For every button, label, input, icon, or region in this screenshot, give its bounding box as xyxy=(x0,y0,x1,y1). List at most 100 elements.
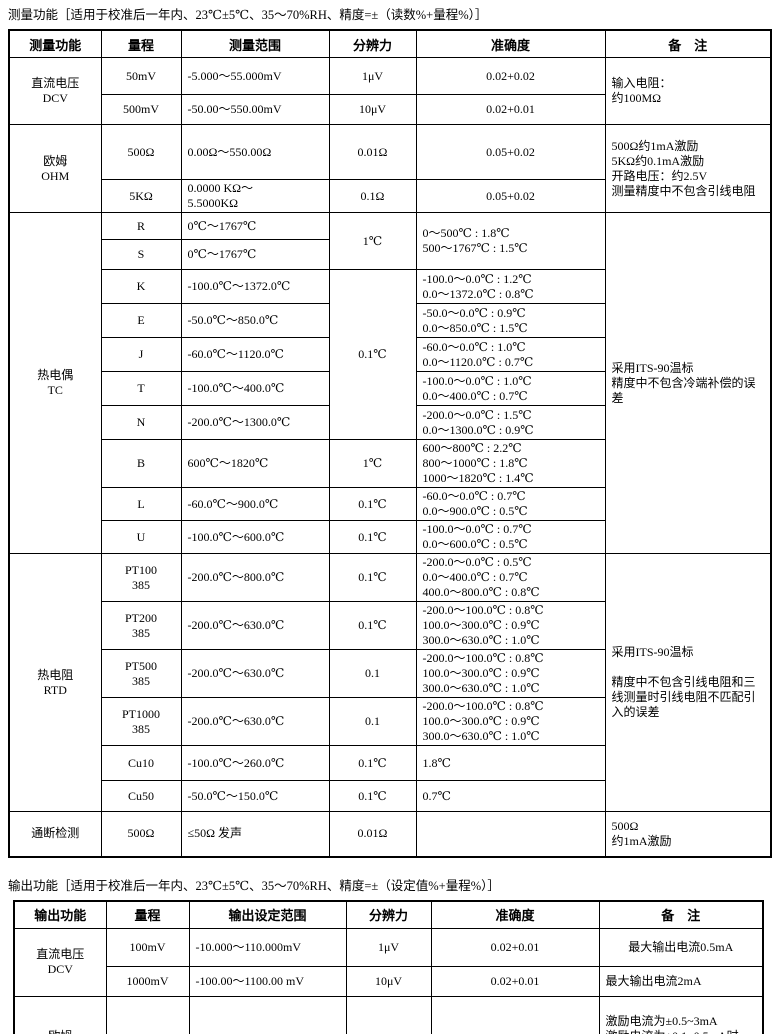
table-cell: 0.1 xyxy=(328,649,417,698)
column-header: 分辨力 xyxy=(345,900,432,929)
table-cell: -200.0℃～630.0℃ xyxy=(180,601,330,650)
out-function-dcv: 直流电压 DCV xyxy=(13,927,107,997)
table-row: 直流电压 DCV 100mV -10.000～110.000mV 1μV 0.02+0.… xyxy=(13,927,764,997)
column-header: 测量范围 xyxy=(180,29,330,58)
table-cell: S xyxy=(100,239,182,270)
table-row: S 0℃～1767℃ xyxy=(9,239,771,270)
table-cell: -100.0℃～260.0℃ xyxy=(180,745,330,781)
table-cell: 0.1Ω xyxy=(328,179,417,213)
table-row: T -100.0℃～400.0℃ -100.0～0.0℃ : 1.0℃ 0.0～40… xyxy=(9,371,771,406)
table-cell xyxy=(415,811,606,857)
table-row: 5KΩ 0.0000 KΩ～ 5.5000KΩ 0.1Ω 0.05+0.02 xyxy=(9,179,771,213)
table-row: J -60.0℃～1120.0℃ -60.0～0.0℃ : 1.0℃ 0.0～112… xyxy=(9,337,771,372)
column-header: 分辨力 xyxy=(328,29,417,58)
table-cell: 0.02+0.02 xyxy=(415,57,606,95)
table-cell: -200.0℃～1300.0℃ xyxy=(180,405,330,440)
table-cell: T xyxy=(100,371,182,406)
table-row: 欧姆 OHM 500Ω 0.00Ω～550.00Ω 0.01Ω 0.05+0.02 500… xyxy=(8,124,772,213)
table-row: Cu50 -50.0℃～150.0℃ 0.1℃ 0.7℃ xyxy=(9,780,771,812)
table-row: N -200.0℃～1300.0℃ -200.0～0.0℃ : 1.5℃ 0.0～1… xyxy=(9,405,771,440)
column-header: 量程 xyxy=(100,29,182,58)
output-table-body: 直流电压 DCV 100mV -10.000～110.000mV 1μV 0.02+0.… xyxy=(13,927,764,1034)
table-cell: 0.1℃ xyxy=(328,269,417,440)
table-cell: -200.0℃～800.0℃ xyxy=(180,553,330,602)
measurement-table-head: 测量功能 量程 测量范围 分辨力 准确度备 注 xyxy=(8,29,772,58)
table-row: 1000mV -100.00～1100.00 mV 10μV 0.02+0.01 最大输… xyxy=(14,965,764,997)
table-cell: 0.1℃ xyxy=(328,780,417,812)
function-tc: 热电偶 TC xyxy=(8,212,102,554)
measurement-section-title: 测量功能［适用于校准后一年内、23℃±5℃、35～70%RH、精度=±（读数%+… xyxy=(8,8,488,22)
table-cell: -50.0～0.0℃ : 0.9℃ 0.0～850.0℃ : 1.5℃ xyxy=(415,303,606,338)
table-cell: 50mV xyxy=(100,57,182,95)
table-cell: -200.0～0.0℃ : 1.5℃ 0.0～1300.0℃ : 0.9℃ xyxy=(415,405,606,440)
table-cell: PT1000 385 xyxy=(100,697,182,746)
header-row: 测量功能 量程 测量范围 分辨力 准确度备 注 xyxy=(8,29,772,58)
table-cell: 0.02+0.01 xyxy=(430,965,600,997)
table-row: Cu10 -100.0℃～260.0℃ 0.1℃ 1.8℃ xyxy=(9,745,771,781)
table-cell: -200.0～100.0℃ : 0.8℃ 100.0～300.0℃ : 0.9℃… xyxy=(415,697,606,746)
column-header: 准确度 xyxy=(415,29,606,58)
measurement-table: 测量功能 量程 测量范围 分辨力 准确度备 注 直流电压 DCV 50mV -5.000～5… xyxy=(8,29,772,858)
table-cell: 0.02+0.01 xyxy=(430,927,600,967)
table-cell: 0.1℃ xyxy=(328,520,417,554)
table-cell: 0.02+0.02 xyxy=(430,995,600,1034)
table-cell: 600℃～1820℃ xyxy=(180,439,330,488)
table-cell: U xyxy=(100,520,182,554)
column-header: 备 注 xyxy=(604,29,772,58)
table-cell: 0.05+0.02 xyxy=(415,124,606,180)
table-cell: -5.000～55.000mV xyxy=(180,57,330,95)
table-cell: 100mV xyxy=(105,927,190,967)
function-rtd: 热电阻 RTD xyxy=(8,553,102,812)
table-row: PT1000 385 -200.0℃～630.0℃ 0.1 -200.0～100.0℃… xyxy=(9,697,771,746)
output-section-title: 输出功能［适用于校准后一年内、23℃±5℃、35～70%RH、精度=±（设定值%… xyxy=(8,878,500,893)
column-header: 测量功能 xyxy=(8,29,102,58)
table-cell: -200.0℃～630.0℃ xyxy=(180,649,330,698)
function-continuity: 通断检测 xyxy=(8,811,102,857)
output-table-head: 输出功能 量程 输出设定范围 分辨力 准确度备 注 xyxy=(13,900,764,929)
table-cell: 0.01Ω xyxy=(328,124,417,180)
table-cell: 500mV xyxy=(100,94,182,125)
column-header: 输出设定范围 xyxy=(188,900,347,929)
table-cell: 1.8℃ xyxy=(415,745,606,781)
table-cell: 500Ω xyxy=(100,124,182,180)
table-cell: 0.7℃ xyxy=(415,780,606,812)
table-cell: -60.0℃～1120.0℃ xyxy=(180,337,330,372)
table-cell: 10μV xyxy=(328,94,417,125)
table-row: PT200 385 -200.0℃～630.0℃ 0.1℃ -200.0～100.0℃… xyxy=(9,601,771,650)
table-cell: 10μV xyxy=(345,965,432,997)
table-cell: 0.0000 KΩ～ 5.5000KΩ xyxy=(180,179,330,213)
table-cell: -200.0～0.0℃ : 0.5℃ 0.0～400.0℃ : 0.7℃ 400… xyxy=(415,553,606,602)
column-header: 量程 xyxy=(105,900,190,929)
table-cell: 0～500℃ : 1.8℃ 500～1767℃ : 1.5℃ xyxy=(415,212,606,270)
table-cell: -100.00～1100.00 mV xyxy=(188,965,347,997)
out-remark-dcv-100mv: 最大输出电流0.5mA xyxy=(598,927,764,967)
remark-dcv: 输入电阻： 约100MΩ xyxy=(604,57,772,125)
table-cell: 0.1℃ xyxy=(328,745,417,781)
table-cell: PT200 385 xyxy=(100,601,182,650)
measurement-table-body: 直流电压 DCV 50mV -5.000～55.000mV 1μV 0.02+0.02 输… xyxy=(8,57,772,857)
table-cell: -100.0～0.0℃ : 0.7℃ 0.0～600.0℃ : 0.5℃ xyxy=(415,520,606,554)
out-remark-ohm: 激励电流为±0.5~3mA 激励电流为±0.1~0.5mA时，加0.1Ω附加误差… xyxy=(598,995,764,1034)
table-cell: Cu10 xyxy=(100,745,182,781)
table-cell: 0.05+0.02 xyxy=(415,179,606,213)
table-cell: 500Ω xyxy=(100,811,182,857)
table-cell: L xyxy=(100,487,182,521)
table-row: 热电偶 TC R 0℃～1767℃ 1℃ 0～500℃ : 1.8℃ 500～1767℃… xyxy=(8,212,772,554)
table-cell: -200.0℃～630.0℃ xyxy=(180,697,330,746)
table-cell: 600～800℃ : 2.2℃ 800～1000℃ : 1.8℃ 1000～18… xyxy=(415,439,606,488)
table-cell: -50.0℃～150.0℃ xyxy=(180,780,330,812)
table-cell: ≤50Ω 发声 xyxy=(180,811,330,857)
table-cell: 0℃～1767℃ xyxy=(180,212,330,240)
table-cell: J xyxy=(100,337,182,372)
table-row: E -50.0℃～850.0℃ -50.0～0.0℃ : 0.9℃ 0.0～850.… xyxy=(9,303,771,338)
output-table: 输出功能 量程 输出设定范围 分辨力 准确度备 注 直流电压 DCV 100mV -10.0… xyxy=(13,899,764,1034)
table-cell: 0.02+0.01 xyxy=(415,94,606,125)
table-cell: -50.0℃～850.0℃ xyxy=(180,303,330,338)
table-cell: PT500 385 xyxy=(100,649,182,698)
table-cell: -100.0℃～400.0℃ xyxy=(180,371,330,406)
table-cell: 1μV xyxy=(328,57,417,95)
table-cell: 1℃ xyxy=(328,439,417,488)
out-function-ohm: 欧姆 OHM xyxy=(13,995,107,1034)
table-cell: -200.0～100.0℃ : 0.8℃ 100.0～300.0℃ : 0.9℃… xyxy=(415,649,606,698)
remark-ohm: 500Ω约1mA激励 5KΩ约0.1mA激励 开路电压：约2.5V 测量精度中不… xyxy=(604,124,772,213)
